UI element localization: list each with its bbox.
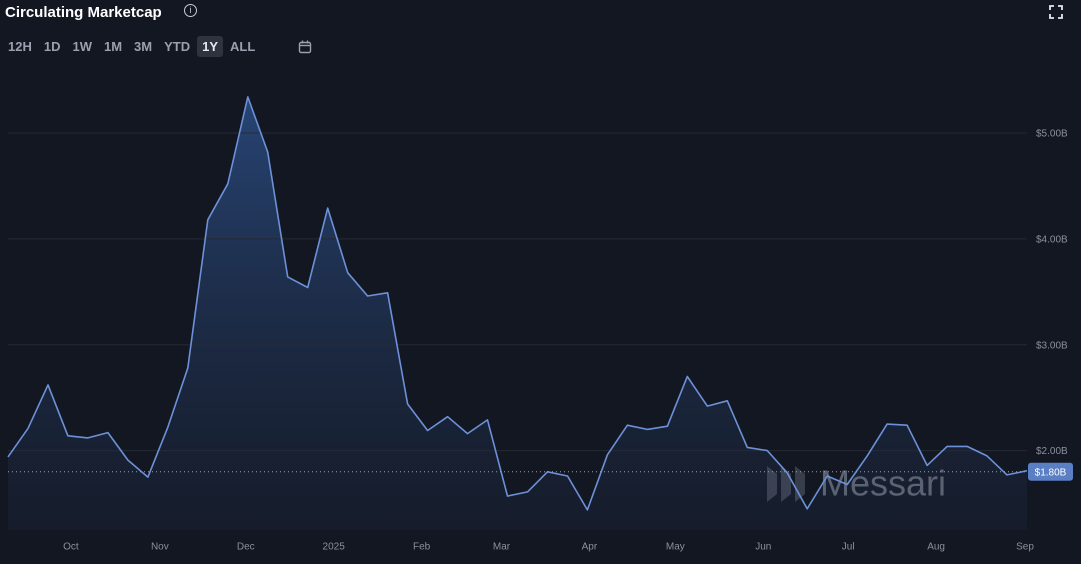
range-button[interactable]: 12H [8,39,32,54]
y-tick-label: $5.00B [1036,129,1068,140]
x-tick-label: May [666,542,685,553]
x-tick-label: Jun [755,542,771,553]
x-tick-label: Sep [1016,542,1034,553]
range-button[interactable]: 1D [43,39,61,54]
line [7,96,1028,511]
fullscreen-icon[interactable] [1049,5,1063,19]
x-tick-label: Dec [237,542,255,553]
x-tick-label: Oct [63,542,79,553]
watermark-text: Messari [820,463,946,504]
x-tick-label: Mar [493,542,511,553]
current-badge [1028,462,1073,481]
calendar-icon[interactable] [298,40,312,54]
x-tick-label: Nov [151,542,169,553]
x-tick-label: 2025 [323,542,346,553]
area [8,96,1027,531]
range-button[interactable]: 1M [103,39,123,54]
range-buttons: 12H 1D 1W 1M 3M YTD 1Y ALL [3,36,260,57]
range-button[interactable]: ALL [230,39,256,54]
y-tick-label: $4.00B [1036,234,1068,245]
x-tick-label: Apr [582,542,598,553]
current-label: $1.80B [1035,467,1067,478]
range-button[interactable]: YTD [164,39,191,54]
range-button[interactable]: 3M [134,39,153,54]
range-button[interactable]: 1Y [197,36,224,57]
y-tick-label: $3.00B [1036,340,1068,351]
watermark [767,466,805,502]
x-tick-label: Feb [413,542,431,553]
y-tick-label: $2.00B [1036,446,1068,457]
range-button[interactable]: 1W [72,39,92,54]
chart-title: Circulating Marketcap [5,4,162,21]
info-icon[interactable]: i [184,4,197,17]
x-tick-label: Aug [927,542,945,553]
x-tick-label: Jul [842,542,855,553]
